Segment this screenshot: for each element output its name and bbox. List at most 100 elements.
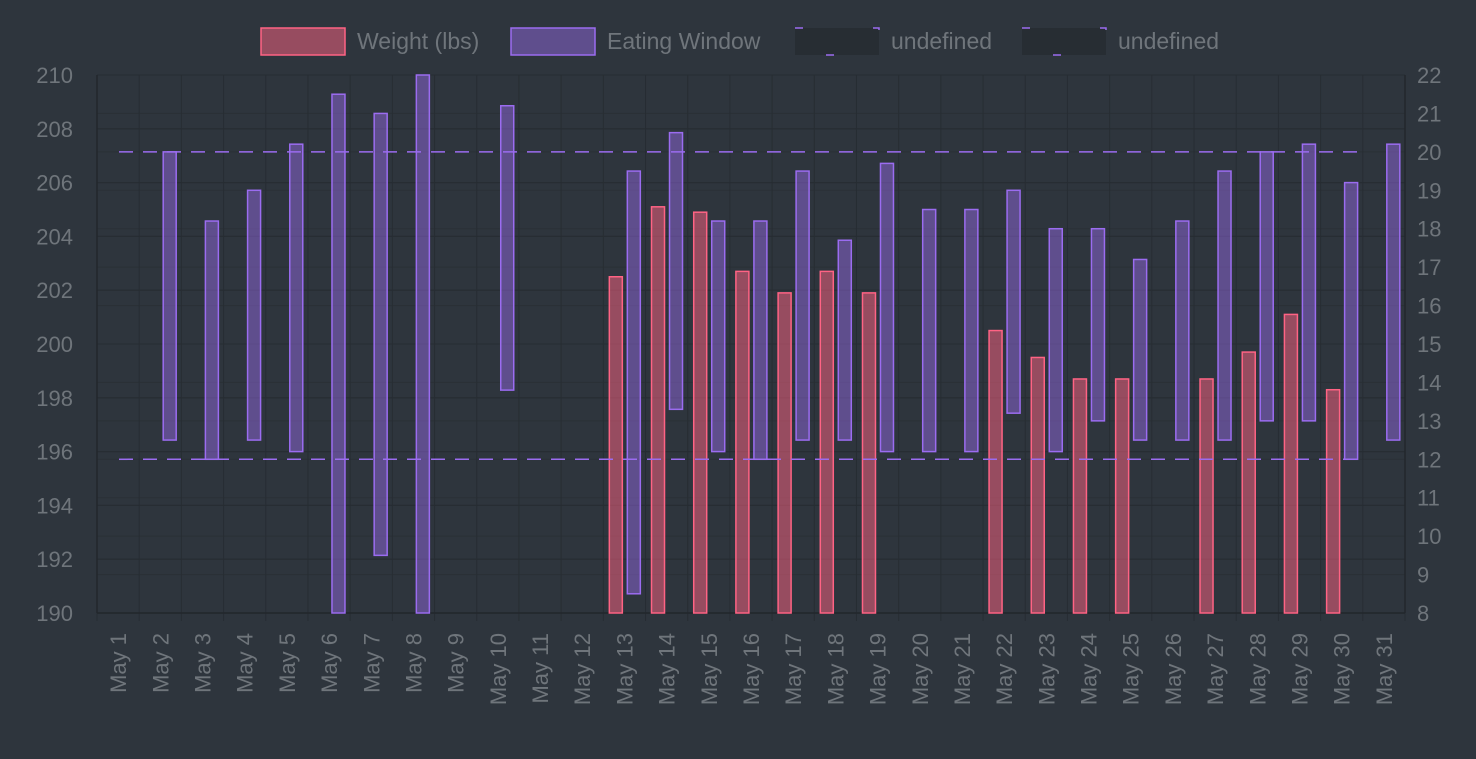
x-tick-label: May 2 <box>148 633 173 693</box>
x-tick-label: May 21 <box>950 633 975 705</box>
y-left-tick-label: 200 <box>36 332 73 357</box>
y-right-tick-label: 22 <box>1417 63 1441 88</box>
weight-bar <box>650 206 666 614</box>
eating-window-bar <box>879 162 895 453</box>
eating-window-bar <box>964 208 979 453</box>
x-tick-label: May 28 <box>1245 633 1270 705</box>
weight-bars <box>608 206 1341 614</box>
x-tick-label: May 24 <box>1077 633 1102 705</box>
eating-window-bar <box>1006 189 1021 414</box>
y-right-tick-label: 12 <box>1417 447 1441 472</box>
y-left-tick-label: 208 <box>36 117 73 142</box>
eating-window-bar <box>753 220 768 461</box>
eating-window-bar <box>1343 181 1359 461</box>
weight-bar <box>861 292 877 614</box>
weight-bar <box>1030 356 1046 614</box>
legend-swatch <box>1021 27 1107 56</box>
x-tick-label: May 3 <box>190 633 215 693</box>
x-tick-label: May 5 <box>275 633 300 693</box>
eating-window-bar <box>1132 258 1148 441</box>
x-tick-label: May 9 <box>444 633 469 693</box>
eating-window-bar <box>795 170 810 441</box>
weight-bar <box>1241 351 1256 614</box>
x-tick-label: May 30 <box>1330 633 1355 705</box>
y-left-tick-label: 194 <box>36 493 73 518</box>
y-left-tick-label: 192 <box>36 547 73 572</box>
y-right-tick-label: 21 <box>1417 101 1441 126</box>
eating-window-bar <box>162 151 177 441</box>
x-tick-label: May 22 <box>992 633 1017 705</box>
x-tick-label: May 20 <box>908 633 933 705</box>
legend-item-line-2[interactable]: undefined <box>1021 27 1219 56</box>
x-tick-label: May 14 <box>655 633 680 705</box>
x-tick-label: May 18 <box>823 633 848 705</box>
legend-label: undefined <box>1118 28 1219 54</box>
eating-window-bar <box>499 104 515 391</box>
weight-bar <box>819 270 835 614</box>
eating-window-bar <box>626 170 642 595</box>
y-left-tick-label: 204 <box>36 224 73 249</box>
y-right-tick-label: 14 <box>1417 370 1441 395</box>
legend-item-weight[interactable]: Weight (lbs) <box>260 27 479 56</box>
y-left-tick-label: 196 <box>36 440 73 465</box>
eating-window-bar <box>668 131 684 411</box>
x-tick-label: May 19 <box>866 633 891 705</box>
legend-swatch <box>794 27 880 56</box>
weight-bar <box>777 292 792 614</box>
eating-window-bar <box>921 208 937 453</box>
y-right-tick-label: 13 <box>1417 409 1441 434</box>
weight-bar <box>692 211 708 614</box>
y-left-tick-label: 190 <box>36 601 73 626</box>
weight-bar <box>1283 313 1299 614</box>
y-right-tick-label: 15 <box>1417 332 1441 357</box>
x-tick-label: May 1 <box>106 633 131 693</box>
eating-window-bar <box>1090 227 1106 422</box>
y-right-tick-label: 19 <box>1417 178 1441 203</box>
y-left-tick-label: 198 <box>36 386 73 411</box>
y-right-tick-label: 20 <box>1417 140 1441 165</box>
x-tick-label: May 29 <box>1288 633 1313 705</box>
legend[interactable]: Weight (lbs) Eating Window undefined undefi… <box>260 27 1219 56</box>
x-tick-label: May 12 <box>570 633 595 705</box>
weight-bar <box>1199 378 1214 614</box>
x-tick-label: May 6 <box>317 633 342 693</box>
eating-window-bar <box>415 74 431 614</box>
x-tick-label: May 27 <box>1203 633 1228 705</box>
weight-bar <box>608 276 624 614</box>
y-right-tick-label: 10 <box>1417 524 1441 549</box>
weight-bar <box>1114 378 1130 614</box>
legend-item-eating-window[interactable]: Eating Window <box>510 27 761 56</box>
legend-label: Weight (lbs) <box>357 28 479 54</box>
y-right-tick-label: 9 <box>1417 563 1429 588</box>
y-right-tick-label: 16 <box>1417 294 1441 319</box>
x-tick-label: May 31 <box>1372 633 1397 705</box>
x-tick-label: May 11 <box>528 633 553 704</box>
x-tick-label: May 16 <box>739 633 764 705</box>
y-right-tick-label: 18 <box>1417 217 1441 242</box>
eating-window-bar <box>373 112 388 557</box>
weight-bar <box>1325 388 1341 614</box>
eating-window-bar <box>1048 227 1064 453</box>
x-tick-label: May 23 <box>1034 633 1059 705</box>
y-right-tick-label: 11 <box>1417 486 1440 511</box>
eating-window-bar <box>710 220 726 453</box>
eating-window-bar <box>1386 143 1401 441</box>
x-tick-label: May 8 <box>401 633 426 693</box>
eating-window-bar <box>289 143 304 453</box>
x-tick-label: May 25 <box>1119 633 1144 705</box>
x-tick-label: May 15 <box>697 633 722 705</box>
legend-label: undefined <box>891 28 992 54</box>
weight-bar <box>988 329 1003 614</box>
eating-window-bar <box>1301 143 1317 422</box>
x-tick-label: May 7 <box>359 633 384 693</box>
legend-item-line-1[interactable]: undefined <box>794 27 992 56</box>
eating-window-bar <box>1175 220 1190 441</box>
y-left-tick-label: 210 <box>36 63 73 88</box>
x-tick-label: May 13 <box>612 633 637 705</box>
x-tick-label: May 26 <box>1161 633 1186 705</box>
eating-window-bar <box>1217 170 1232 441</box>
eating-window-bar <box>331 93 346 614</box>
axes <box>96 75 1406 614</box>
x-tick-label: May 10 <box>486 633 511 705</box>
